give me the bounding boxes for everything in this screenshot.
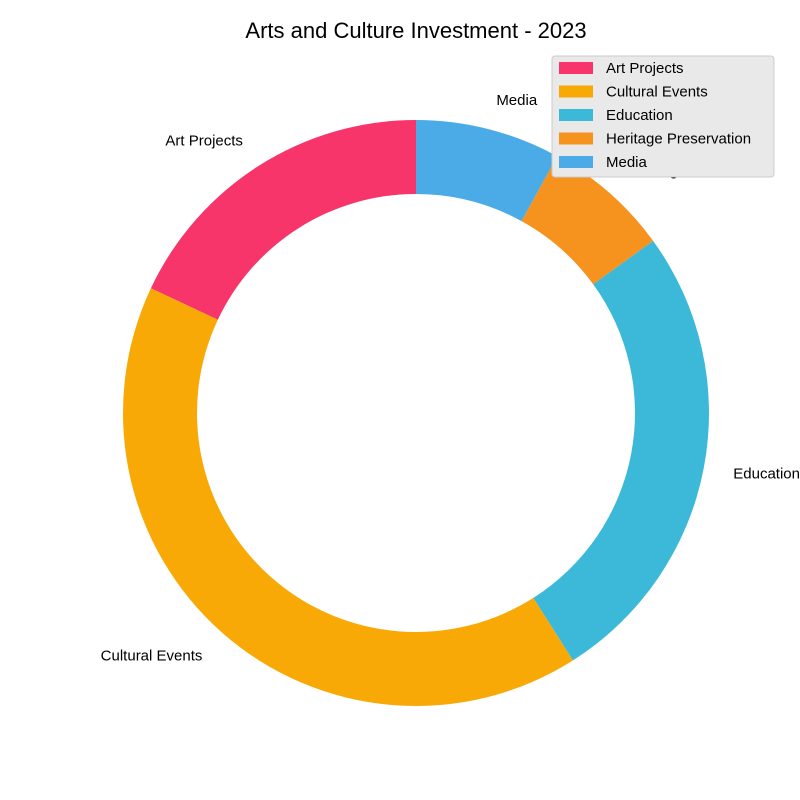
legend-box [551, 55, 775, 178]
slice-education [533, 240, 710, 661]
chart-title: Arts and Culture Investment - 2023 [245, 18, 586, 43]
legend-swatch-media [559, 156, 593, 168]
legend-label-media: Media [606, 154, 648, 171]
legend-label-cultural-events: Cultural Events [606, 84, 708, 101]
slice-label-media: Media [496, 92, 538, 109]
slice-label-education: Education [733, 466, 800, 483]
slice-cultural-events [123, 288, 573, 706]
slice-label-cultural-events: Cultural Events [101, 647, 203, 664]
legend-label-education: Education [606, 107, 673, 124]
slice-label-art-projects: Art Projects [165, 132, 243, 149]
legend-label-art-projects: Art Projects [606, 60, 684, 77]
legend-swatch-art-projects [559, 62, 593, 74]
legend: Art Projects Cultural Events Education Heri… [551, 55, 775, 178]
slice-media [416, 120, 558, 222]
slice-art-projects [150, 120, 416, 320]
donut-slices [123, 120, 710, 706]
legend-label-heritage-preservation: Heritage Preservation [606, 131, 751, 148]
legend-swatch-cultural-events [559, 85, 593, 98]
legend-swatch-education [559, 109, 593, 121]
legend-swatch-heritage-preservation [559, 132, 593, 145]
slice-heritage-preservation [521, 156, 654, 285]
